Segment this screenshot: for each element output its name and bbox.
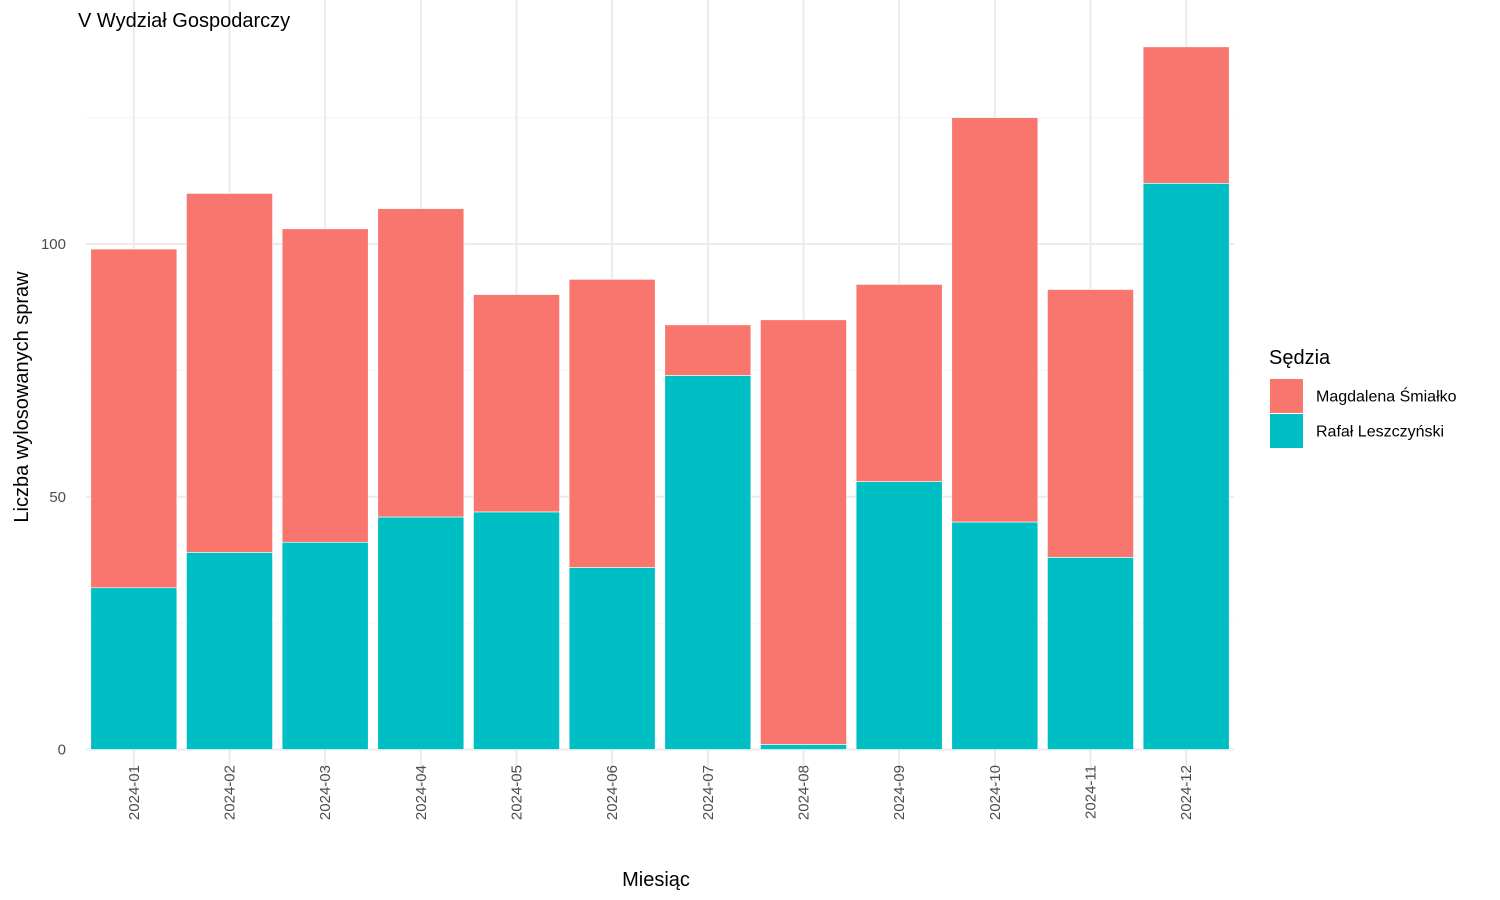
y-tick-label: 50	[49, 489, 66, 506]
bar-segment	[377, 208, 465, 518]
bar-segment	[186, 193, 273, 553]
x-tick-label: 2024-07	[700, 765, 717, 820]
legend-label: Rafał Leszczyński	[1316, 424, 1444, 441]
x-tick-label: 2024-12	[1178, 765, 1195, 820]
bar-segment	[473, 294, 560, 513]
x-tick-label: 2024-03	[317, 765, 334, 820]
x-tick-label: 2024-08	[796, 765, 813, 820]
bar-segment	[1142, 183, 1230, 750]
legend: Sędzia Magdalena Śmiałko Rafał Leszczyńsk…	[1269, 347, 1457, 448]
bar-segment	[568, 567, 656, 750]
legend-title: Sędzia	[1269, 347, 1331, 369]
bars	[90, 46, 1230, 750]
y-axis-ticks: 0 50 100	[41, 236, 66, 759]
x-tick-label: 2024-10	[987, 765, 1004, 820]
bar-segment	[760, 744, 847, 750]
bar-segment	[664, 375, 752, 750]
bar-segment	[90, 248, 178, 589]
y-axis-title: Liczba wylosowanych spraw	[11, 271, 33, 523]
legend-key	[1270, 379, 1303, 413]
bar-segment	[1047, 557, 1134, 750]
bar-segment	[1142, 46, 1230, 184]
bar-segment	[1047, 289, 1134, 558]
bar-segment	[855, 284, 943, 482]
y-tick-label: 0	[58, 742, 66, 759]
bar-segment	[951, 521, 1039, 750]
bar-segment	[951, 117, 1039, 523]
bar-segment	[568, 279, 656, 568]
x-tick-label: 2024-11	[1083, 765, 1100, 819]
x-tick-label: 2024-01	[126, 765, 143, 820]
bar-segment	[281, 228, 369, 543]
bar-segment	[473, 511, 560, 750]
legend-key	[1270, 414, 1303, 448]
bar-segment	[377, 516, 465, 750]
bar-segment	[760, 319, 847, 745]
chart-title: V Wydział Gospodarczy	[78, 10, 290, 32]
x-tick-label: 2024-05	[509, 765, 526, 820]
y-tick-label: 100	[41, 236, 66, 253]
legend-label: Magdalena Śmiałko	[1316, 387, 1457, 406]
x-axis-ticks: 2024-01 2024-02 2024-03 2024-04 2024-05 2024-…	[126, 765, 1195, 820]
bar-segment	[281, 541, 369, 750]
bar-segment	[186, 552, 273, 750]
bar-segment	[664, 324, 752, 376]
x-tick-label: 2024-06	[604, 765, 621, 820]
x-tick-label: 2024-04	[413, 765, 430, 820]
x-tick-label: 2024-02	[222, 765, 239, 820]
x-axis-title: Miesiąc	[622, 869, 690, 891]
bar-segment	[90, 587, 178, 750]
bar-segment	[855, 481, 943, 750]
x-tick-label: 2024-09	[891, 765, 908, 820]
